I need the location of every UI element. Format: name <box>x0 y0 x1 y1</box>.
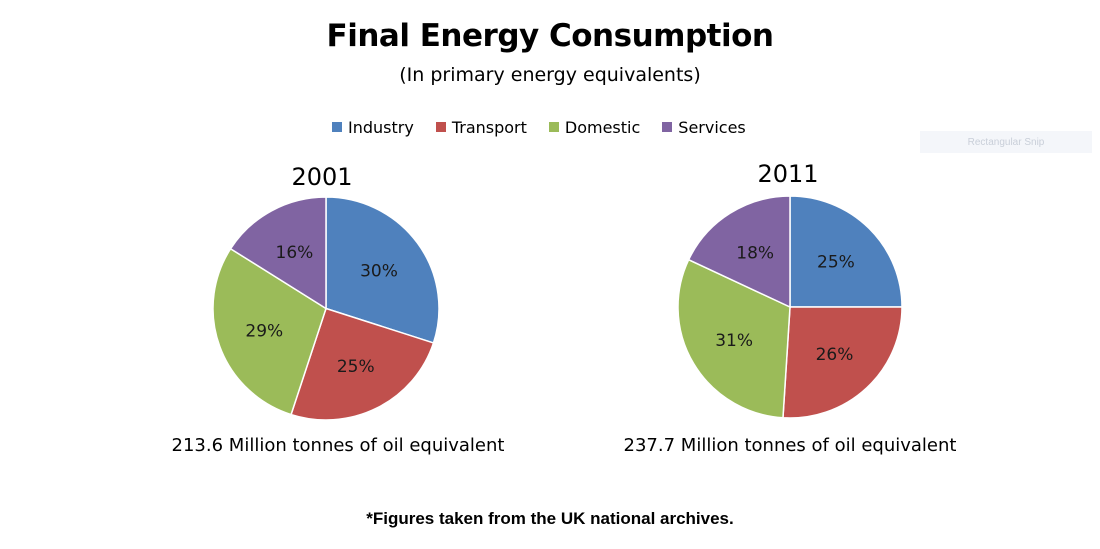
pie-label-2001-transport: 25% <box>337 357 375 377</box>
footnote: *Figures taken from the UK national arch… <box>366 509 734 528</box>
pie-label-2001-industry: 30% <box>360 261 398 281</box>
legend-label-services: Services <box>678 117 746 137</box>
legend-swatch-industry <box>332 122 342 132</box>
pie-slice-2001-transport <box>290 307 435 421</box>
year-label-2011: 2011 <box>757 160 819 188</box>
legend: Industry Transport Domestic Services <box>332 117 746 137</box>
pie-slice-2001-services <box>229 196 327 310</box>
chart-title: Final Energy Consumption <box>326 18 774 54</box>
pie-slice-2011-services <box>687 195 791 309</box>
pie-slice-2011-transport <box>782 306 903 419</box>
legend-swatch-transport <box>435 122 446 132</box>
pie-slice-2001-domestic <box>212 247 327 416</box>
legend-item-industry: Industry <box>332 118 414 137</box>
pie-slice-2011-domestic <box>677 258 791 419</box>
pie-label-2001-services: 16% <box>276 243 314 263</box>
pie-chart-2011: 25% 26% 31% 18% <box>677 195 903 419</box>
legend-label-industry: Industry <box>348 117 414 137</box>
legend-label-domestic: Domestic <box>564 117 641 137</box>
legend-swatch-domestic <box>548 122 559 132</box>
pie-slice-2001-industry <box>325 196 440 344</box>
pie-label-2001-domestic: 29% <box>245 321 283 341</box>
rectangular-snip-overlay[interactable]: Rectangular Snip <box>920 131 1092 153</box>
pie-label-2011-domestic: 31% <box>715 331 753 351</box>
pie-label-2011-industry: 25% <box>817 252 855 272</box>
legend-item-services: Services <box>662 117 746 137</box>
legend-item-transport: Transport <box>435 117 527 137</box>
year-label-2001: 2001 <box>291 163 353 191</box>
total-label-2011: 237.7 Million tonnes of oil equivalent <box>623 435 957 456</box>
pie-label-2011-services: 18% <box>736 244 774 264</box>
legend-item-domestic: Domestic <box>548 117 641 137</box>
chart-subtitle: (In primary energy equivalents) <box>399 64 701 86</box>
pie-chart-2001: 30% 25% 29% 16% <box>212 196 440 421</box>
pie-slice-2011-industry <box>789 195 903 308</box>
total-label-2001: 213.6 Million tonnes of oil equivalent <box>171 435 505 456</box>
legend-label-transport: Transport <box>451 117 527 137</box>
legend-swatch-services <box>662 122 673 132</box>
pie-label-2011-transport: 26% <box>816 345 854 365</box>
